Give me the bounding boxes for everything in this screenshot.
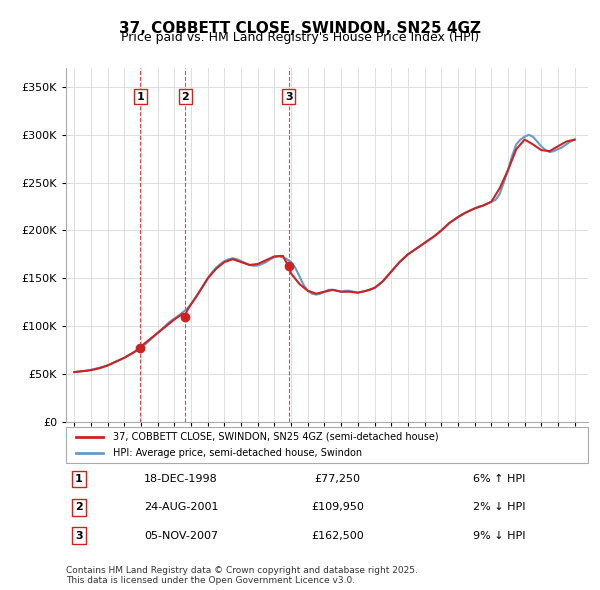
Text: Contains HM Land Registry data © Crown copyright and database right 2025.
This d: Contains HM Land Registry data © Crown c… bbox=[66, 566, 418, 585]
Text: 6% ↑ HPI: 6% ↑ HPI bbox=[473, 474, 526, 484]
Text: 05-NOV-2007: 05-NOV-2007 bbox=[145, 531, 218, 540]
Text: £109,950: £109,950 bbox=[311, 503, 364, 512]
Text: 24-AUG-2001: 24-AUG-2001 bbox=[145, 503, 219, 512]
Text: HPI: Average price, semi-detached house, Swindon: HPI: Average price, semi-detached house,… bbox=[113, 448, 362, 458]
Text: 2% ↓ HPI: 2% ↓ HPI bbox=[473, 503, 526, 512]
Text: 1: 1 bbox=[75, 474, 83, 484]
Text: £162,500: £162,500 bbox=[311, 531, 364, 540]
Text: 2: 2 bbox=[75, 503, 83, 512]
Text: 18-DEC-1998: 18-DEC-1998 bbox=[145, 474, 218, 484]
Text: Price paid vs. HM Land Registry's House Price Index (HPI): Price paid vs. HM Land Registry's House … bbox=[121, 31, 479, 44]
Text: 2: 2 bbox=[181, 91, 189, 101]
Text: 37, COBBETT CLOSE, SWINDON, SN25 4GZ (semi-detached house): 37, COBBETT CLOSE, SWINDON, SN25 4GZ (se… bbox=[113, 432, 439, 442]
Text: 1: 1 bbox=[137, 91, 144, 101]
Text: 3: 3 bbox=[75, 531, 83, 540]
Text: 9% ↓ HPI: 9% ↓ HPI bbox=[473, 531, 526, 540]
FancyBboxPatch shape bbox=[66, 427, 588, 463]
Text: 37, COBBETT CLOSE, SWINDON, SN25 4GZ: 37, COBBETT CLOSE, SWINDON, SN25 4GZ bbox=[119, 21, 481, 35]
Text: £77,250: £77,250 bbox=[314, 474, 361, 484]
Text: 3: 3 bbox=[285, 91, 292, 101]
